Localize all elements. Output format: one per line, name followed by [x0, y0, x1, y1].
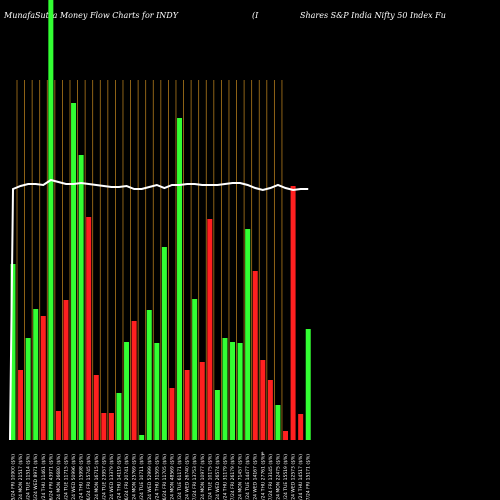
bar: [199, 362, 205, 440]
x-tick-label: 13/06/24 THU 15998 ($%): [79, 454, 85, 500]
x-tick-label: 26/06/24 WED 52999 ($%): [147, 454, 153, 500]
bar: [298, 414, 304, 440]
x-tick-label: 15/07/24 MON 71457 ($%): [238, 454, 244, 500]
bar: [169, 388, 175, 440]
x-tick-label: 26/07/24 FRI 15171 ($%): [306, 454, 312, 500]
x-tick-label: 27/06/24 THU 31595 ($%): [154, 454, 160, 500]
x-tick-label: 28/06/24 FRI 11705 ($%): [162, 454, 168, 500]
bar: [55, 411, 61, 440]
bar: [214, 390, 220, 440]
bar: [139, 435, 145, 440]
bar: [71, 103, 77, 440]
bar: [124, 342, 130, 440]
x-tick-label: 05/06/24 WED 8971 ($%): [33, 454, 39, 500]
bar: [245, 229, 251, 440]
x-tick-label: 02/07/24 TUE 61171 ($%): [177, 454, 183, 500]
bar: [230, 342, 236, 440]
chart-title-fragment: (I: [252, 11, 259, 20]
bar: [237, 343, 243, 440]
x-tick-label: 18/06/24 TUE 23957 ($%): [101, 454, 107, 500]
x-tick-label: 16/07/24 TUE 14477 ($%): [245, 454, 251, 500]
x-tick-label: 25/06/24 TUE 10711 ($%): [139, 454, 145, 500]
x-tick-label: 10/07/24 WED 26574 ($%): [215, 454, 221, 500]
price-line-layer: [9, 178, 309, 441]
x-tick-label: 06/06/24 THU 11461 ($%): [41, 454, 47, 500]
bar: [177, 118, 183, 440]
bar: [146, 310, 152, 440]
bar: [252, 271, 258, 440]
x-tick-label: 12/06/24 WED 50996 ($%): [71, 454, 77, 500]
x-tick-label: 19/06/24 WED 13379 ($%): [109, 454, 115, 500]
x-tick-label: 31/05/24 FRI 10900 ($%): [11, 454, 17, 500]
money-flow-line: [9, 178, 309, 441]
bar: [260, 360, 266, 440]
bar: [86, 217, 92, 440]
bar: [93, 375, 99, 440]
bar: [290, 186, 296, 440]
x-tick-label: 09/07/24 TUE 10175 ($%): [207, 454, 213, 500]
x-tick-label: 25/07/24 THU 14517 ($%): [298, 454, 304, 500]
x-tick-labels: $31/05/24 FRI 10900 ($%) 03/06/24 MON 215…: [11, 451, 312, 500]
x-tick-label: 10/06/24 MON 26680 ($%): [56, 454, 62, 500]
bar: [116, 393, 122, 440]
x-tick-label: 04/06/24 TUE 11514 ($%): [26, 454, 32, 500]
gridlines: [16, 80, 283, 440]
bar: [283, 431, 289, 440]
bar: [131, 321, 137, 440]
bar: [101, 413, 107, 440]
x-tick-label: 01/07/24 MON 48569 ($%): [169, 454, 175, 500]
x-tick-label: 11/06/24 TUE 11715 ($%): [63, 454, 69, 500]
bar: [161, 247, 167, 440]
bar: [48, 0, 54, 440]
x-tick-label: 12/07/24 FRI 26179 ($%): [230, 454, 236, 500]
bar: [207, 219, 213, 440]
bar: [184, 370, 190, 440]
x-tick-label: 08/07/24 MON 10977 ($%): [200, 454, 206, 500]
bar: [305, 329, 311, 440]
bar: [192, 299, 198, 440]
bar: [154, 343, 160, 440]
bar: [267, 380, 273, 440]
x-tick-label: 22/07/24 MON 22475 ($%): [275, 454, 281, 500]
bar: [78, 155, 84, 440]
bar: [10, 264, 16, 440]
x-tick-label: 24/07/24 WED 12573 ($%): [291, 454, 297, 500]
bar: [33, 309, 39, 440]
chart-title: MunafaSutra Money Flow Charts for INDY: [4, 11, 178, 20]
x-tick-label: 18/07/24 THU 27761 ($%): [260, 454, 266, 500]
x-tick-label: 14/06/24 FRI 15745 ($%): [86, 454, 92, 500]
bar: [40, 316, 46, 440]
x-tick-label: 24/06/24 MON 25769 ($%): [132, 454, 138, 500]
bar: [222, 338, 228, 440]
x-tick-label: 19/07/24 FRI 13145 ($%): [268, 454, 274, 500]
x-tick-label: 03/07/24 WED 26740 ($%): [185, 454, 191, 500]
chart-subtitle: Shares S&P India Nifty 50 Index Fu: [300, 11, 446, 20]
currency-marker: $: [261, 451, 264, 457]
bar: [25, 338, 31, 440]
bar: [275, 405, 281, 440]
x-tick-label: 17/06/24 MON 16715 ($%): [94, 454, 100, 500]
x-tick-label: 17/07/24 WED 14167 ($%): [253, 454, 259, 500]
x-tick-label: 21/06/24 FRI 20741 ($%): [124, 454, 130, 500]
x-tick-label: 05/07/24 FRI 13753 ($%): [192, 454, 198, 500]
bar: [18, 370, 24, 440]
x-tick-label: 23/07/24 TUE 15519 ($%): [283, 454, 289, 500]
bars: [10, 0, 311, 440]
bar: [108, 413, 114, 440]
bar: [63, 300, 69, 440]
x-tick-label: 20/06/24 THU 14119 ($%): [116, 454, 122, 500]
x-tick-label: 11/07/24 THU 31179 ($%): [222, 454, 228, 500]
x-tick-label: 07/06/24 FRI 43971 ($%): [48, 454, 54, 500]
x-tick-label: 03/06/24 MON 21517 ($%): [18, 454, 24, 500]
